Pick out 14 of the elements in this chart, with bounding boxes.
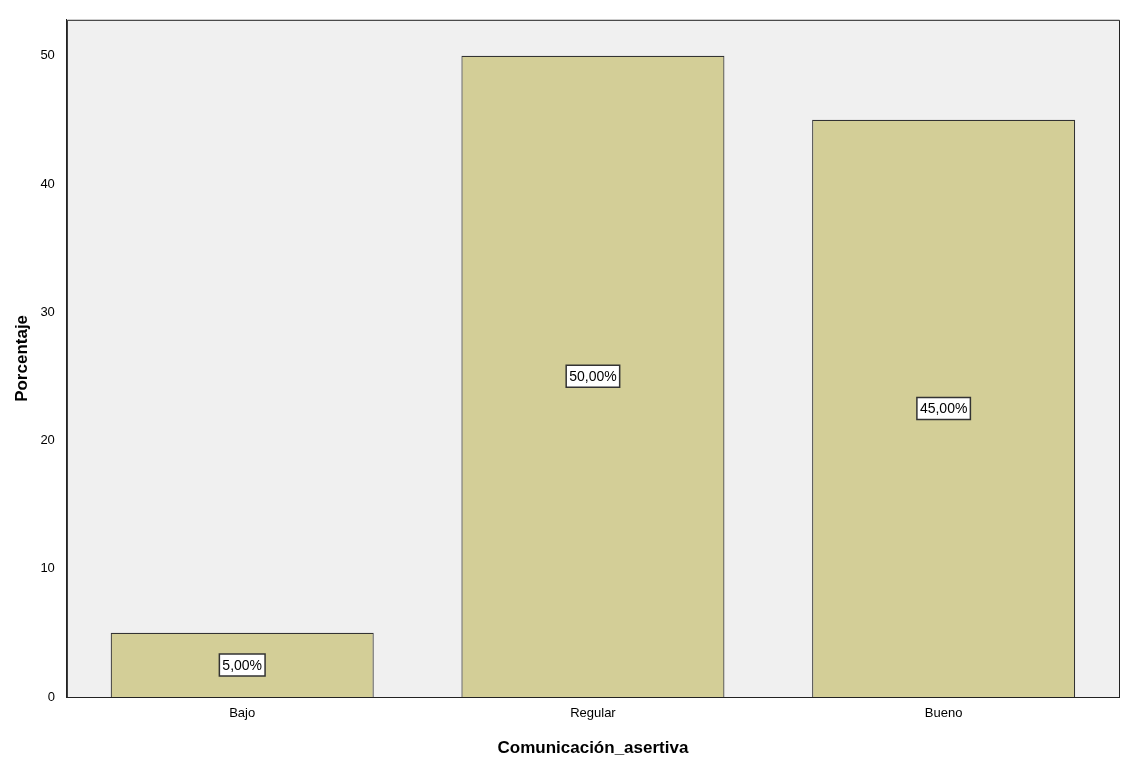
- data-label: 5,00%: [222, 656, 263, 673]
- data-label: 45,00%: [919, 400, 968, 417]
- y-tick-label: 50: [40, 47, 55, 63]
- x-tick-label: Bueno: [924, 705, 963, 721]
- x-axis-title: Comunicación_asertiva: [497, 738, 689, 758]
- y-tick-label: 40: [40, 175, 55, 191]
- y-tick-label: 30: [40, 303, 55, 319]
- y-tick-label: 20: [40, 432, 55, 448]
- x-tick-label: Bajo: [229, 705, 256, 721]
- data-label: 50,00%: [569, 368, 617, 385]
- y-axis-title: Porcentaje: [11, 314, 31, 402]
- y-tick-label: 10: [40, 560, 55, 576]
- y-tick-label: 0: [47, 688, 55, 704]
- x-tick-label: Regular: [570, 705, 617, 721]
